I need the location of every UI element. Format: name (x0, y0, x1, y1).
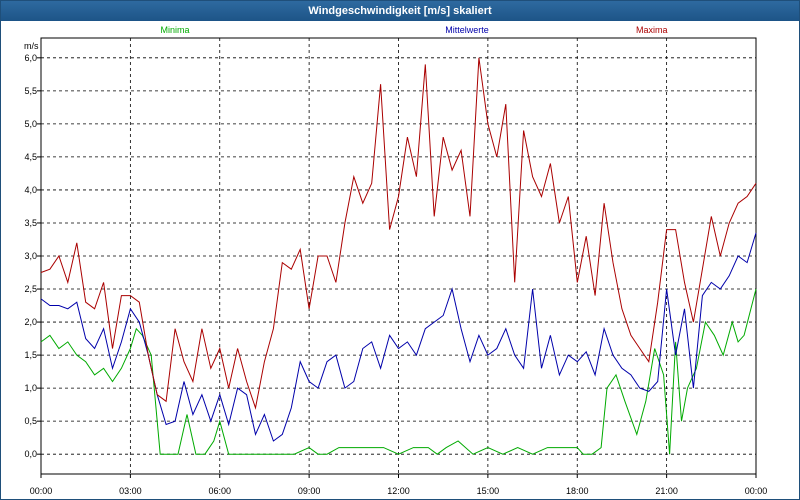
y-tick-label: 1,5 (24, 350, 37, 360)
y-tick-label: 5,0 (24, 119, 37, 129)
legend-item-maxima: Maxima (636, 25, 668, 35)
y-tick-label: 4,5 (24, 152, 37, 162)
legend-item-mittelwerte: Mittelwerte (445, 25, 489, 35)
y-tick-label: 5,5 (24, 86, 37, 96)
series-line-mittelwerte (40, 232, 757, 442)
x-tick-label-time: 12:00 (387, 486, 410, 496)
series-line-maxima (40, 57, 757, 410)
x-tick-label-time: 09:00 (298, 486, 321, 496)
x-tick-label-time: 06:00 (208, 486, 231, 496)
y-tick-label: 6,0 (24, 53, 37, 63)
legend-item-minima: Minima (161, 25, 190, 35)
y-tick-label: 3,5 (24, 218, 37, 228)
series-lines (40, 57, 757, 455)
y-axis-label: m/s (24, 41, 39, 51)
grid (41, 38, 756, 474)
x-tick-label-time: 21:00 (655, 486, 678, 496)
x-tick-label-time: 18:00 (566, 486, 589, 496)
y-tick-label: 1,0 (24, 383, 37, 393)
y-tick-label: 2,5 (24, 284, 37, 294)
y-tick-label: 2,0 (24, 317, 37, 327)
series-line-minima (40, 288, 757, 455)
x-tick-label-time: 15:00 (477, 486, 500, 496)
y-tick-label: 0,5 (24, 416, 37, 426)
y-tick-label: 0,0 (24, 449, 37, 459)
legend: Minima Mittelwerte Maxima (161, 25, 668, 35)
y-tick-label: 4,0 (24, 185, 37, 195)
y-axis: 0,0 0,5 1,0 1,5 2,0 2,5 3,0 3,5 4,0 4,5 5,0 5,5 6,0 (24, 53, 41, 459)
window-title: Windgeschwindigkeit [m/s] skaliert (1, 1, 799, 21)
x-tick-label-time: 03:00 (119, 486, 142, 496)
x-tick-label-time: 00:00 (745, 486, 768, 496)
y-tick-label: 3,0 (24, 251, 37, 261)
x-axis: 00:0017.04.1803:0017.04.1806:0017.04.180… (30, 474, 768, 496)
chart: 0,00,51,01,52,02,53,03,54,04,55,05,56,0 … (24, 25, 768, 496)
x-tick-label-time: 00:00 (30, 486, 53, 496)
